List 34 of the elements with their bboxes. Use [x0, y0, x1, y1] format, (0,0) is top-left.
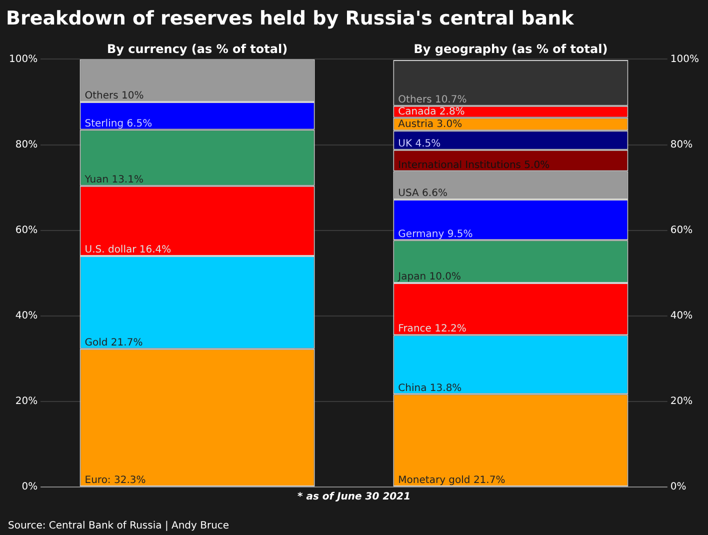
source-note: Source: Central Bank of Russia | Andy Bruce: [8, 520, 230, 532]
y-tick-label: 80%: [15, 139, 38, 150]
data-label: Germany 9.5%: [398, 228, 473, 240]
data-label: UK 4.5%: [398, 138, 441, 150]
data-label: Canada 2.8%: [398, 106, 465, 118]
data-label: Japan 10.0%: [397, 272, 462, 283]
data-label: Austria 3.0%: [398, 119, 462, 130]
data-label: Euro: 32.3%: [84, 475, 146, 486]
y-tick-label: 0%: [22, 482, 38, 493]
data-label: France 12.2%: [398, 324, 466, 335]
y2-tick-label: 80%: [670, 139, 693, 150]
data-label: Others 10.7%: [398, 94, 467, 106]
data-label: China 13.8%: [398, 382, 462, 394]
data-label: Gold 21.7%: [84, 337, 143, 348]
x-tick-label: By currency (as % of total): [107, 42, 288, 56]
y-tick-label: 100%: [8, 54, 38, 65]
text: * as of June 30 2021: [297, 492, 411, 503]
x-tick-label: By geography (as % of total): [414, 42, 608, 56]
y2-tick-label: 0%: [670, 482, 686, 493]
data-label: U.S. dollar 16.4%: [84, 244, 172, 256]
y2-tick-label: 60%: [670, 224, 693, 236]
data-label: International Institutions 5.0%: [398, 160, 550, 171]
data-label: USA 6.6%: [398, 188, 448, 200]
y2-tick-label: 40%: [670, 310, 693, 322]
data-label: Others 10%: [84, 90, 144, 102]
y-tick-label: 40%: [15, 310, 38, 322]
data-label: Monetary gold 21.7%: [398, 475, 506, 486]
chart-title: Breakdown of reserves held by Russia's central bank: [6, 7, 574, 30]
y2-tick-label: 100%: [670, 54, 700, 65]
data-label: Yuan 13.1%: [84, 174, 144, 186]
y-tick-label: 60%: [15, 224, 38, 236]
y-tick-label: 20%: [15, 396, 38, 408]
y2-tick-label: 20%: [670, 396, 693, 408]
data-label: Sterling 6.5%: [84, 118, 152, 130]
